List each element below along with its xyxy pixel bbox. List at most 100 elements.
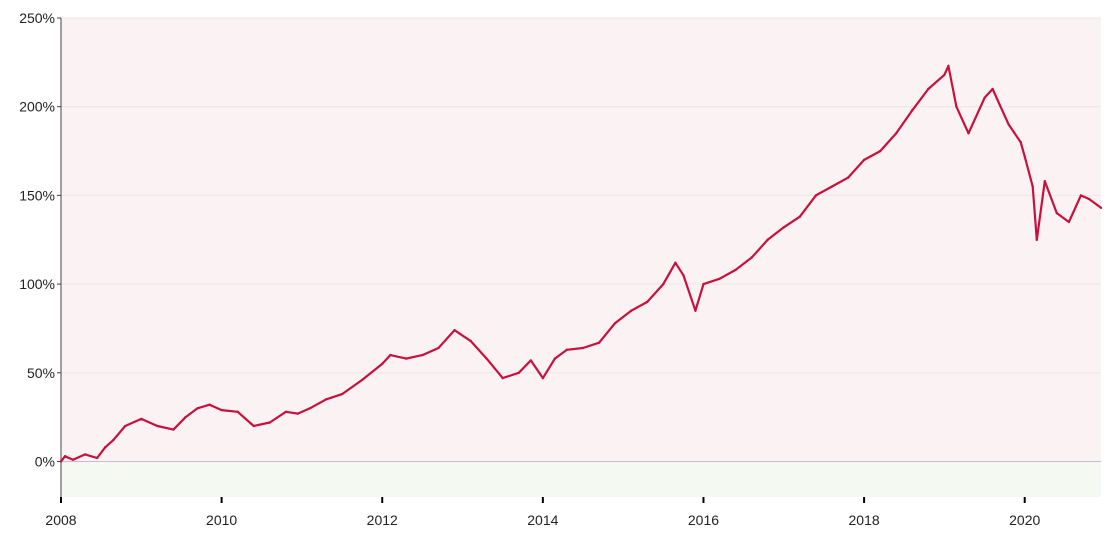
data-point: [1035, 238, 1038, 241]
data-point: [485, 357, 488, 360]
data-point: [947, 64, 950, 68]
data-point: [750, 256, 753, 259]
data-point: [814, 194, 818, 197]
x-axis-ticks: 2008 2010 2012 2014 2016 2018 2020: [45, 497, 1040, 528]
y-tick-label: 100%: [19, 276, 55, 292]
data-point: [927, 87, 930, 91]
data-point: [453, 329, 456, 332]
data-point: [911, 109, 914, 112]
data-point: [140, 417, 143, 421]
x-tick-label: 2014: [527, 512, 558, 528]
y-tick-label: 150%: [19, 187, 55, 203]
data-point: [124, 424, 127, 428]
data-point: [1067, 220, 1071, 224]
data-point: [437, 346, 440, 350]
data-point: [63, 454, 67, 458]
data-point: [501, 376, 504, 380]
data-point: [421, 353, 424, 357]
data-point: [718, 277, 721, 280]
data-point: [846, 176, 850, 179]
data-point: [340, 392, 344, 396]
data-point: [878, 149, 882, 153]
data-point: [1007, 123, 1010, 126]
data-point: [553, 357, 557, 360]
data-point: [324, 398, 328, 401]
data-point: [895, 132, 898, 135]
data-point: [674, 261, 677, 265]
data-point: [734, 268, 737, 272]
data-point: [702, 282, 705, 286]
data-point: [597, 341, 601, 344]
data-point: [766, 238, 769, 241]
x-tick-label: 2016: [688, 512, 719, 528]
data-point: [360, 378, 364, 382]
data-point: [1031, 185, 1034, 188]
data-point: [613, 321, 617, 325]
data-point: [991, 87, 994, 91]
series-points: [59, 64, 1103, 463]
data-point: [798, 215, 802, 218]
data-point: [220, 408, 223, 412]
data-point: [862, 158, 866, 162]
data-point: [112, 439, 115, 442]
x-tick-label: 2018: [849, 512, 880, 528]
data-point: [405, 357, 408, 360]
data-point: [943, 73, 946, 76]
data-point: [469, 339, 472, 343]
data-point: [517, 371, 520, 375]
data-point: [208, 403, 211, 406]
data-point: [236, 410, 239, 414]
data-point: [662, 282, 665, 286]
y-axis-ticks: 0% 50% 100% 150% 200% 250%: [19, 10, 61, 470]
data-point: [955, 105, 958, 108]
data-point: [196, 407, 199, 410]
y-tick-label: 250%: [19, 10, 55, 26]
gridlines: [61, 17, 1101, 374]
x-tick-label: 2010: [206, 512, 237, 528]
data-point: [629, 309, 633, 312]
y-tick-label: 0%: [35, 454, 55, 470]
data-point: [682, 274, 685, 277]
data-point: [172, 428, 175, 431]
x-tick-label: 2012: [367, 512, 398, 528]
data-point: [1055, 211, 1059, 215]
positive-region-band: [61, 18, 1101, 462]
data-point: [308, 407, 312, 410]
data-point: [830, 185, 834, 188]
data-point: [541, 376, 545, 380]
negative-region-band: [61, 461, 1101, 497]
data-point: [1043, 180, 1046, 183]
y-tick-label: 50%: [27, 365, 55, 381]
data-point: [184, 415, 187, 419]
data-point: [284, 410, 288, 414]
data-point: [103, 446, 107, 449]
data-point: [1019, 140, 1022, 144]
data-point: [983, 96, 986, 100]
data-point: [389, 353, 392, 357]
data-point: [1079, 194, 1083, 197]
x-tick-label: 2020: [1009, 512, 1040, 528]
data-point: [296, 412, 300, 415]
data-point: [565, 348, 569, 351]
data-point: [967, 132, 970, 135]
data-point: [71, 458, 75, 461]
data-point: [1099, 206, 1103, 210]
data-point: [381, 362, 384, 366]
data-point: [268, 421, 272, 424]
data-point: [581, 346, 585, 350]
data-point: [646, 300, 649, 304]
data-point: [782, 226, 785, 229]
data-point: [694, 309, 697, 312]
data-point: [529, 359, 533, 362]
data-point: [156, 424, 159, 428]
data-point: [59, 460, 63, 463]
data-point: [1023, 155, 1026, 158]
x-tick-label: 2008: [45, 512, 76, 528]
data-point: [83, 453, 87, 456]
data-point: [252, 424, 255, 428]
data-point: [1087, 197, 1091, 201]
data-point: [95, 456, 99, 460]
y-tick-label: 200%: [19, 99, 55, 115]
